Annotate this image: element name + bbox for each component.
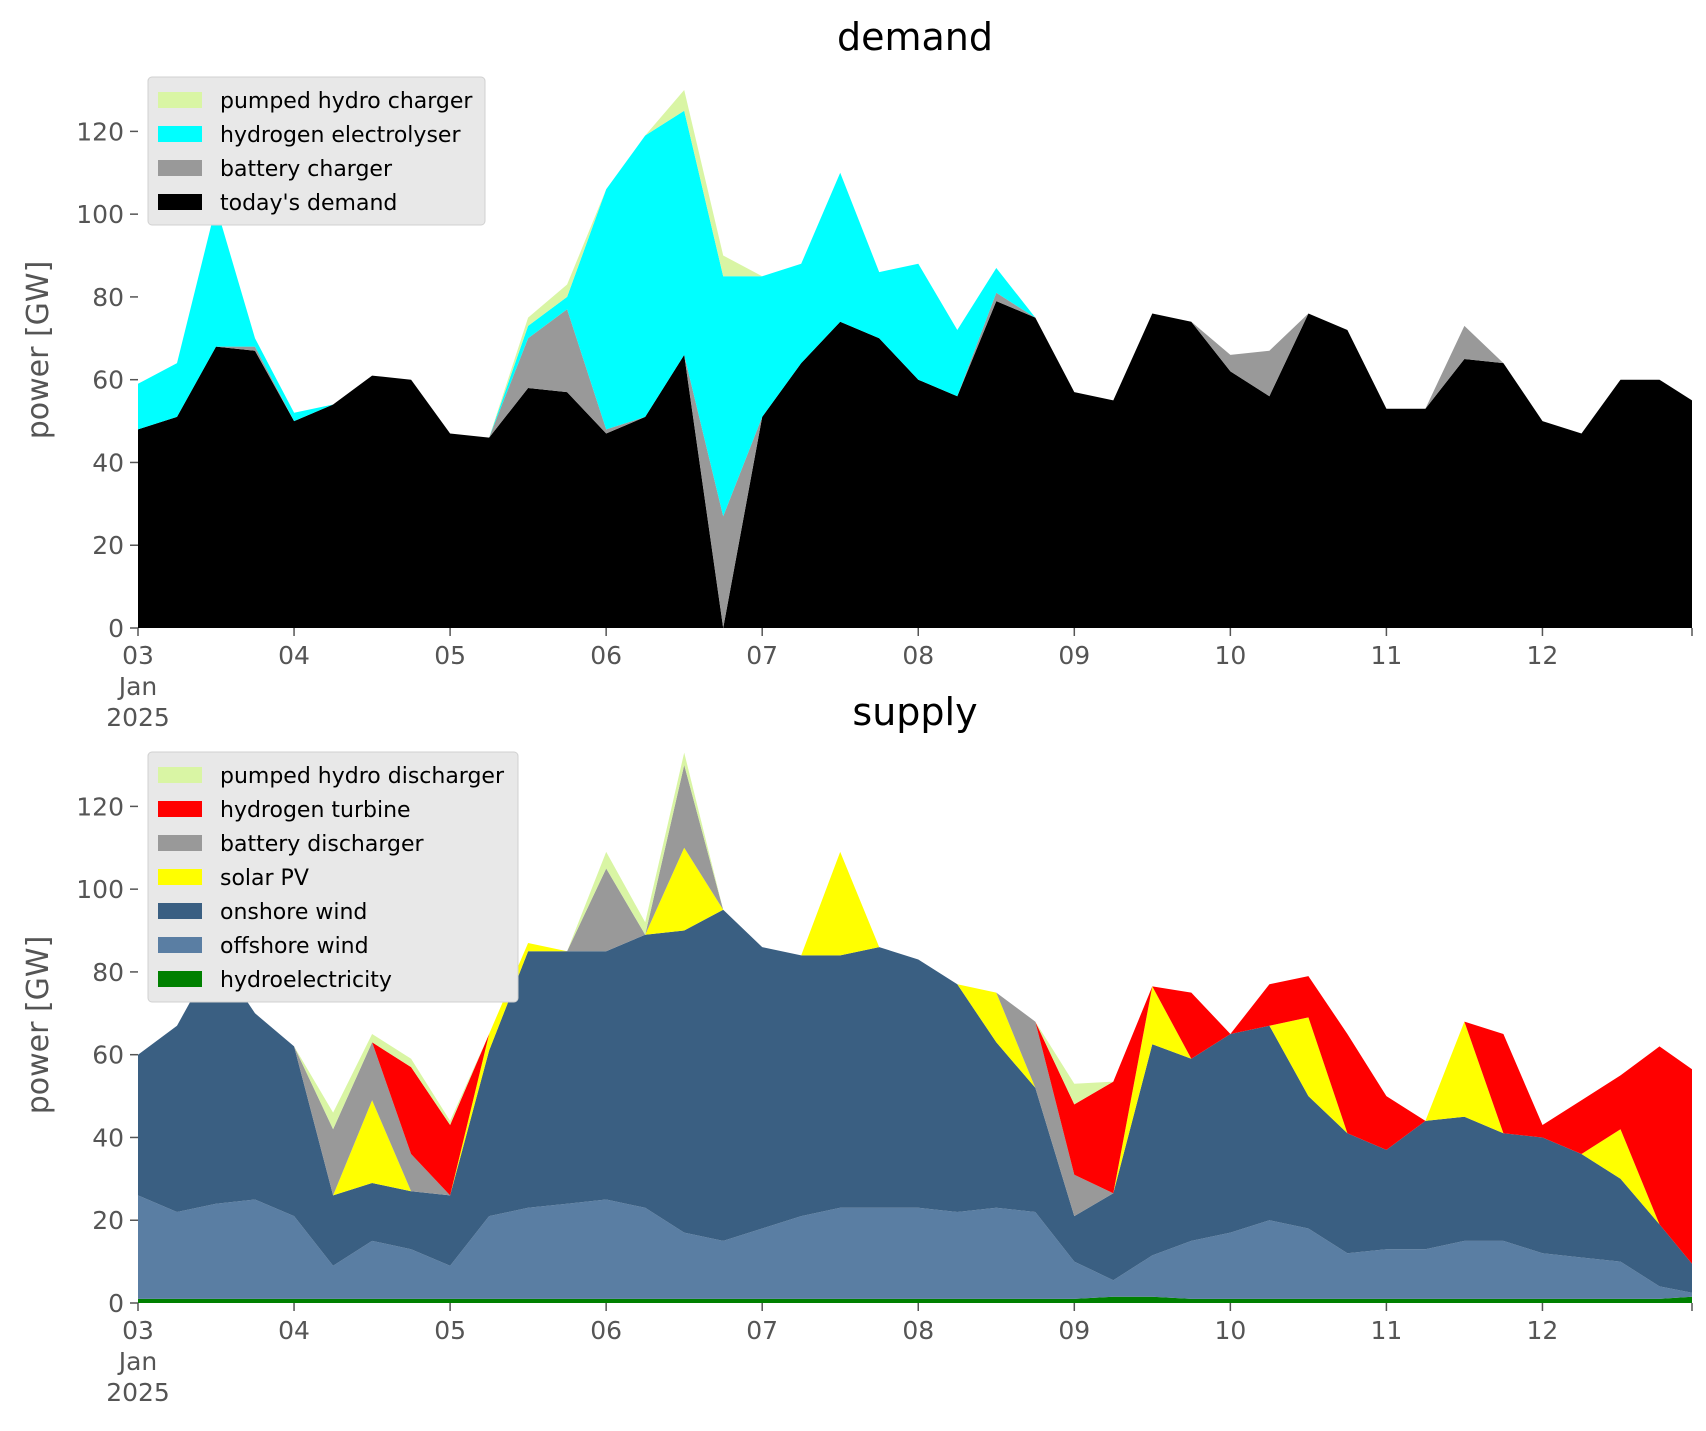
x-tick-label: Jan xyxy=(117,672,158,701)
y-tick-label: 80 xyxy=(92,283,124,312)
x-tick-label: 11 xyxy=(1370,1316,1402,1345)
x-tick-label: 12 xyxy=(1527,1316,1559,1345)
x-tick-label: 11 xyxy=(1370,641,1402,670)
x-tick-label: 09 xyxy=(1058,1316,1090,1345)
x-tick-label: 09 xyxy=(1058,641,1090,670)
legend-swatch-today-s-demand xyxy=(158,194,202,210)
legend-swatch-battery-discharger xyxy=(158,835,202,851)
y-tick-label: 0 xyxy=(108,1289,124,1318)
legend-label-onshore-wind: onshore wind xyxy=(220,900,367,925)
y-tick-label: 120 xyxy=(76,117,124,146)
x-tick-label: 04 xyxy=(278,1316,310,1345)
legend-label-today-s-demand: today's demand xyxy=(220,191,397,216)
y-tick-label: 40 xyxy=(92,448,124,477)
x-tick-label: 2025 xyxy=(106,703,170,732)
x-tick-label: 08 xyxy=(902,641,934,670)
legend-swatch-hydrogen-electrolyser xyxy=(158,126,202,142)
demand-title: demand xyxy=(837,15,993,59)
area-today-s-demand xyxy=(138,301,1692,628)
x-tick-label: 07 xyxy=(746,641,778,670)
demand-panel: demand power [GW] 0 20 40 60 80 100 120 03Jan20… xyxy=(21,15,1693,732)
area-solar-pv xyxy=(138,847,1692,1264)
legend-swatch-onshore-wind xyxy=(158,903,202,919)
supply-title: supply xyxy=(852,690,977,734)
supply-y-axis-label: power [GW] xyxy=(21,936,56,1115)
x-tick-label: 07 xyxy=(746,1316,778,1345)
legend-swatch-battery-charger xyxy=(158,160,202,176)
y-tick-label: 120 xyxy=(76,792,124,821)
area-battery-charger xyxy=(138,292,1692,628)
x-tick-label: 05 xyxy=(434,1316,466,1345)
y-tick-label: 100 xyxy=(76,200,124,229)
x-tick-label: 2025 xyxy=(106,1378,170,1407)
x-tick-label: 08 xyxy=(902,1316,934,1345)
y-tick-label: 80 xyxy=(92,958,124,987)
legend-label-hydrogen-turbine: hydrogen turbine xyxy=(220,798,411,823)
legend-box xyxy=(147,751,519,1003)
y-tick-label: 20 xyxy=(92,531,124,560)
legend-swatch-pumped-hydro-discharger xyxy=(158,767,202,783)
legend-swatch-pumped-hydro-charger xyxy=(158,92,202,108)
legend-box xyxy=(147,76,486,226)
supply-legend: pumped hydro discharger hydrogen turbine b… xyxy=(147,751,519,1003)
x-tick-label: 05 xyxy=(434,641,466,670)
legend-label-pumped-hydro-discharger: pumped hydro discharger xyxy=(220,764,505,789)
x-tick-label: 06 xyxy=(590,1316,622,1345)
demand-y-axis-label: power [GW] xyxy=(21,261,56,440)
y-tick-label: 60 xyxy=(92,366,124,395)
legend-label-hydrogen-electrolyser: hydrogen electrolyser xyxy=(220,123,461,148)
x-tick-label: Jan xyxy=(117,1347,158,1376)
y-tick-label: 20 xyxy=(92,1206,124,1235)
legend-swatch-offshore-wind xyxy=(158,937,202,953)
legend-swatch-hydroelectricity xyxy=(158,971,202,987)
legend-label-solar-pv: solar PV xyxy=(220,866,309,891)
area-offshore-wind xyxy=(138,1195,1692,1299)
legend-swatch-hydrogen-turbine xyxy=(158,801,202,817)
y-tick-label: 40 xyxy=(92,1123,124,1152)
legend-label-pumped-hydro-charger: pumped hydro charger xyxy=(220,89,473,114)
legend-label-offshore-wind: offshore wind xyxy=(220,934,369,959)
x-tick-label: 03 xyxy=(122,1316,154,1345)
area-hydroelectricity xyxy=(138,1296,1692,1303)
x-tick-label: 04 xyxy=(278,641,310,670)
x-tick-label: 12 xyxy=(1527,641,1559,670)
supply-areas xyxy=(138,752,1692,1303)
demand-areas xyxy=(138,90,1692,628)
legend-label-battery-charger: battery charger xyxy=(220,157,393,182)
supply-panel: supply power [GW] 02040608010012003Jan20… xyxy=(21,690,1693,1407)
y-tick-label: 0 xyxy=(108,614,124,643)
area-hydrogen-electrolyser xyxy=(138,110,1692,517)
legend-label-battery-discharger: battery discharger xyxy=(220,832,425,857)
legend-label-hydroelectricity: hydroelectricity xyxy=(220,968,392,993)
demand-legend: pumped hydro charger hydrogen electrolyse… xyxy=(147,76,486,226)
x-tick-label: 10 xyxy=(1214,641,1246,670)
y-tick-label: 100 xyxy=(76,875,124,904)
area-onshore-wind xyxy=(138,909,1692,1293)
x-tick-label: 06 xyxy=(590,641,622,670)
x-tick-label: 03 xyxy=(122,641,154,670)
x-tick-label: 10 xyxy=(1214,1316,1246,1345)
legend-swatch-solar-pv xyxy=(158,869,202,885)
y-tick-label: 60 xyxy=(92,1041,124,1070)
